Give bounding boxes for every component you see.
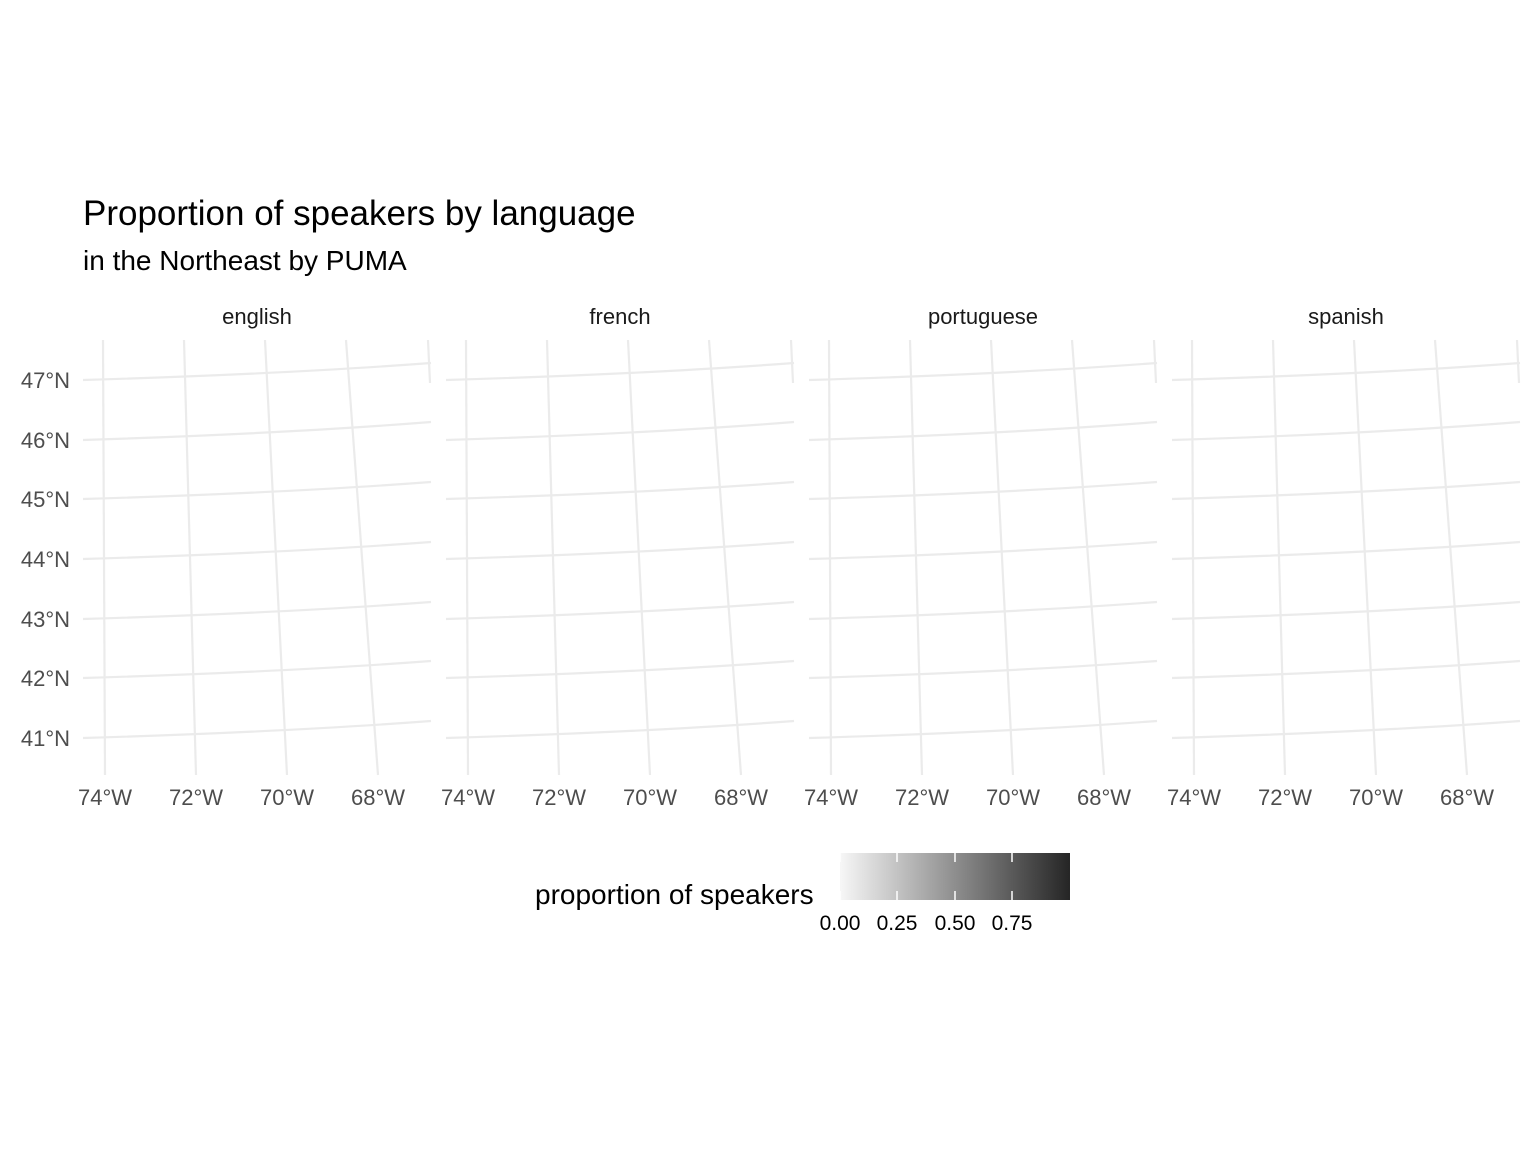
longitude-tick-label: 72°W bbox=[895, 785, 949, 810]
longitude-tick-label: 74°W bbox=[78, 785, 132, 810]
longitude-line bbox=[707, 339, 743, 776]
chart-title: Proportion of speakers by language bbox=[83, 194, 636, 233]
latitude-line bbox=[445, 480, 795, 501]
latitude-line bbox=[445, 600, 795, 621]
longitude-line bbox=[908, 339, 924, 776]
legend-break-label: 0.00 bbox=[820, 912, 861, 935]
longitude-line bbox=[1271, 339, 1287, 776]
latitude-line bbox=[808, 480, 1158, 501]
latitude-tick-label: 43°N bbox=[21, 607, 70, 632]
latitude-line bbox=[1171, 659, 1521, 680]
longitude-line bbox=[464, 339, 470, 776]
latitude-tick-label: 46°N bbox=[21, 428, 70, 453]
longitude-tick-label: 74°W bbox=[1167, 785, 1221, 810]
longitude-line bbox=[1152, 339, 1158, 384]
latitude-line bbox=[808, 361, 1158, 382]
longitude-line bbox=[626, 339, 652, 776]
longitude-tick-label: 70°W bbox=[260, 785, 314, 810]
longitude-line bbox=[827, 339, 833, 776]
longitude-tick-label: 70°W bbox=[623, 785, 677, 810]
longitude-line bbox=[1190, 339, 1196, 776]
latitude-line bbox=[82, 420, 432, 442]
latitude-tick-label: 47°N bbox=[21, 368, 70, 393]
map-panel-english: english 74°W 72°W 70°W 68°W bbox=[78, 304, 432, 810]
map-panel-french: french 74°W 72°W 70°W 68°W bbox=[441, 304, 795, 810]
longitude-line bbox=[989, 339, 1015, 776]
longitude-tick-label: 68°W bbox=[714, 785, 768, 810]
latitude-line bbox=[445, 361, 795, 382]
facet-label: french bbox=[589, 304, 650, 329]
latitude-line bbox=[808, 420, 1158, 442]
longitude-line bbox=[182, 339, 198, 776]
latitude-line bbox=[82, 480, 432, 501]
legend-break-label: 0.25 bbox=[877, 912, 918, 935]
longitude-tick-label: 70°W bbox=[986, 785, 1040, 810]
latitude-line bbox=[445, 540, 795, 561]
longitude-tick-label: 74°W bbox=[441, 785, 495, 810]
longitude-tick-label: 70°W bbox=[1349, 785, 1403, 810]
legend-title: proportion of speakers bbox=[535, 879, 814, 910]
latitude-line bbox=[1171, 600, 1521, 621]
latitude-tick-label: 41°N bbox=[21, 726, 70, 751]
latitude-tick-label: 42°N bbox=[21, 666, 70, 691]
facet-label: portuguese bbox=[928, 304, 1038, 329]
latitude-line bbox=[808, 540, 1158, 561]
facet-label: spanish bbox=[1308, 304, 1384, 329]
latitude-tick-label: 45°N bbox=[21, 487, 70, 512]
latitude-tick-label: 44°N bbox=[21, 547, 70, 572]
longitude-line bbox=[1070, 339, 1106, 776]
latitude-line bbox=[445, 659, 795, 680]
latitude-line bbox=[82, 361, 432, 382]
longitude-line bbox=[1515, 339, 1521, 384]
longitude-line bbox=[426, 339, 432, 384]
longitude-tick-label: 72°W bbox=[1258, 785, 1312, 810]
longitude-line bbox=[263, 339, 289, 776]
latitude-line bbox=[1171, 420, 1521, 442]
latitude-line bbox=[1171, 361, 1521, 382]
facet-label: english bbox=[222, 304, 292, 329]
latitude-line bbox=[82, 600, 432, 621]
latitude-line bbox=[82, 719, 432, 740]
longitude-tick-label: 72°W bbox=[169, 785, 223, 810]
longitude-line bbox=[1433, 339, 1469, 776]
longitude-line bbox=[344, 339, 380, 776]
longitude-line bbox=[789, 339, 795, 384]
latitude-line bbox=[1171, 480, 1521, 501]
chart-subtitle: in the Northeast by PUMA bbox=[83, 245, 407, 276]
longitude-line bbox=[545, 339, 561, 776]
latitude-line bbox=[808, 600, 1158, 621]
map-panel-portuguese: portuguese 74°W 72°W 70°W 68°W bbox=[804, 304, 1158, 810]
longitude-line bbox=[1352, 339, 1378, 776]
latitude-line bbox=[82, 540, 432, 561]
legend-break-label: 0.75 bbox=[992, 912, 1033, 935]
longitude-tick-label: 68°W bbox=[1440, 785, 1494, 810]
longitude-tick-label: 68°W bbox=[1077, 785, 1131, 810]
legend: 0.00 0.25 0.50 0.75 bbox=[820, 853, 1070, 935]
latitude-line bbox=[1171, 540, 1521, 561]
latitude-line bbox=[445, 719, 795, 740]
latitude-line bbox=[445, 420, 795, 442]
longitude-tick-label: 68°W bbox=[351, 785, 405, 810]
longitude-line bbox=[101, 339, 107, 776]
latitude-line bbox=[1171, 719, 1521, 740]
longitude-tick-label: 72°W bbox=[532, 785, 586, 810]
latitude-line bbox=[808, 719, 1158, 740]
legend-break-label: 0.50 bbox=[935, 912, 976, 935]
map-panel-spanish: spanish 74°W 72°W 70°W 68°W bbox=[1167, 304, 1521, 810]
latitude-line bbox=[82, 659, 432, 680]
latitude-line bbox=[808, 659, 1158, 680]
longitude-tick-label: 74°W bbox=[804, 785, 858, 810]
